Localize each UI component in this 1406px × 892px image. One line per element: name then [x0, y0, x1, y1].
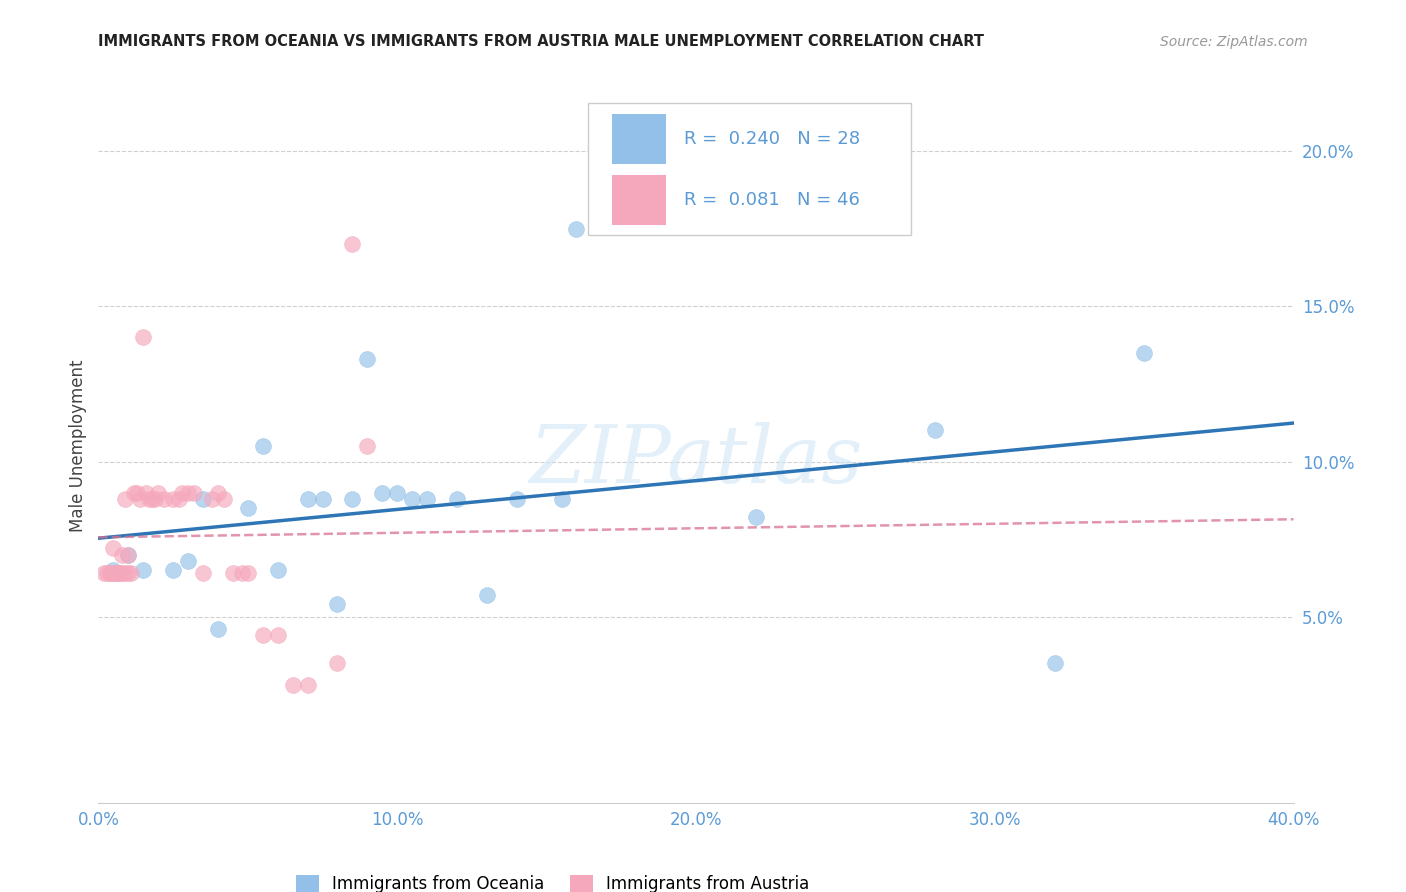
Point [100, 566, 122, 581]
Point [138, 491, 160, 506]
Text: R =  0.240   N = 28: R = 0.240 N = 28 [685, 130, 860, 148]
Point [103, 566, 125, 581]
FancyBboxPatch shape [613, 114, 666, 164]
Point [236, 501, 259, 516]
Point [148, 485, 170, 500]
Point [183, 485, 205, 500]
Point [201, 491, 224, 506]
Point [114, 491, 136, 506]
Text: ZIPatlas: ZIPatlas [529, 422, 863, 499]
Point [401, 491, 423, 506]
Point [167, 491, 190, 506]
Point [236, 566, 259, 581]
FancyBboxPatch shape [613, 175, 666, 225]
Point [356, 352, 378, 367]
Point [297, 678, 319, 692]
Point [252, 439, 274, 453]
Point [231, 566, 253, 581]
Point [191, 566, 214, 581]
Point [326, 656, 349, 670]
Point [550, 491, 572, 506]
Point [342, 237, 364, 252]
Point [281, 678, 304, 692]
Point [172, 485, 194, 500]
Point [356, 439, 378, 453]
Point [117, 548, 139, 562]
Point [114, 566, 136, 581]
Point [117, 566, 139, 581]
Point [105, 566, 128, 581]
Point [132, 563, 155, 577]
Point [177, 485, 200, 500]
Point [326, 597, 349, 611]
Point [342, 491, 364, 506]
Point [96, 566, 118, 581]
Y-axis label: Male Unemployment: Male Unemployment [69, 359, 87, 533]
Text: IMMIGRANTS FROM OCEANIA VS IMMIGRANTS FROM AUSTRIA MALE UNEMPLOYMENT CORRELATION: IMMIGRANTS FROM OCEANIA VS IMMIGRANTS FR… [98, 34, 984, 49]
FancyBboxPatch shape [588, 103, 911, 235]
Point [129, 491, 152, 506]
Point [212, 491, 235, 506]
Text: Source: ZipAtlas.com: Source: ZipAtlas.com [1160, 35, 1308, 49]
Point [105, 566, 128, 581]
Point [93, 566, 115, 581]
Point [1133, 346, 1156, 360]
Point [446, 491, 468, 506]
Point [207, 622, 229, 636]
Legend: Immigrants from Oceania, Immigrants from Austria: Immigrants from Oceania, Immigrants from… [290, 868, 815, 892]
Point [162, 563, 184, 577]
Point [117, 548, 139, 562]
Point [371, 485, 394, 500]
Point [297, 491, 319, 506]
Point [103, 541, 125, 556]
Point [1043, 656, 1066, 670]
Point [103, 563, 125, 577]
Point [108, 566, 131, 581]
Point [565, 222, 588, 236]
Point [745, 510, 768, 524]
Point [135, 485, 157, 500]
Point [267, 563, 290, 577]
Point [385, 485, 409, 500]
Point [207, 485, 229, 500]
Point [120, 566, 142, 581]
Point [132, 330, 155, 344]
Text: R =  0.081   N = 46: R = 0.081 N = 46 [685, 191, 860, 209]
Point [191, 491, 214, 506]
Point [100, 566, 122, 581]
Point [252, 628, 274, 642]
Point [311, 491, 333, 506]
Point [127, 485, 149, 500]
Point [267, 628, 290, 642]
Point [924, 424, 946, 438]
Point [153, 491, 176, 506]
Point [162, 491, 184, 506]
Point [506, 491, 529, 506]
Point [416, 491, 439, 506]
Point [111, 566, 134, 581]
Point [108, 566, 131, 581]
Point [143, 491, 166, 506]
Point [222, 566, 245, 581]
Point [177, 554, 200, 568]
Point [111, 548, 134, 562]
Point [124, 485, 146, 500]
Point [141, 491, 163, 506]
Point [475, 588, 498, 602]
